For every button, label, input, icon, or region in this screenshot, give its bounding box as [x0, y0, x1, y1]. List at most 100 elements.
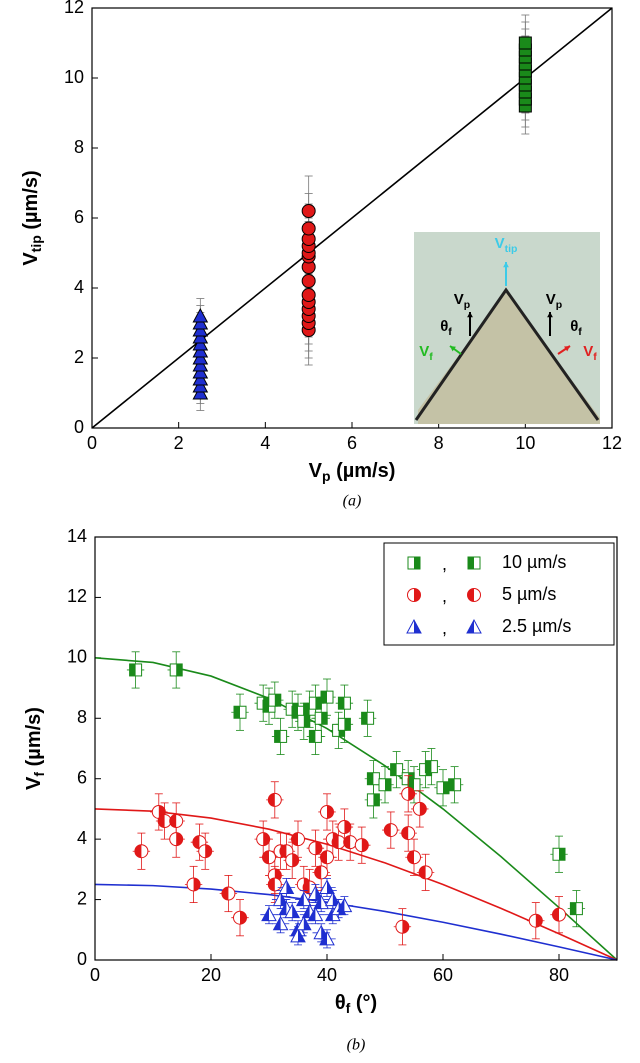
inset-solid	[418, 292, 600, 424]
marker	[569, 902, 583, 916]
marker	[528, 913, 543, 928]
marker-half	[414, 588, 421, 602]
y-tick-label: 0	[77, 949, 87, 969]
x-tick-label: 2	[174, 433, 184, 453]
marker-half	[320, 850, 327, 864]
marker	[272, 915, 289, 931]
marker-half	[407, 850, 414, 864]
marker-half	[234, 706, 240, 719]
marker	[518, 36, 532, 50]
inset-arrowhead	[564, 346, 570, 352]
marker	[401, 786, 416, 801]
marker-half	[291, 832, 298, 846]
marker-half	[314, 865, 322, 879]
x-tick-label: 80	[549, 965, 569, 985]
plot-frame	[91, 7, 613, 429]
marker-half	[303, 715, 310, 728]
marker	[406, 618, 422, 634]
marker	[401, 826, 416, 841]
marker	[198, 844, 213, 859]
x-axis-label: θf (°)	[335, 992, 377, 1015]
marker	[324, 891, 341, 907]
marker-half	[268, 793, 275, 807]
marker	[337, 717, 351, 731]
marker	[221, 886, 236, 901]
marker	[291, 832, 305, 847]
marker-half	[401, 826, 409, 840]
marker-half	[321, 712, 328, 725]
marker-half	[448, 778, 455, 791]
marker-half	[205, 844, 212, 858]
marker	[407, 556, 421, 570]
marker-half	[361, 712, 368, 725]
marker	[552, 847, 566, 861]
x-axis-label-base: θ	[335, 992, 346, 1014]
marker	[308, 841, 323, 856]
x-axis-label-base: V	[309, 460, 323, 482]
y-tick-label: 10	[64, 67, 84, 87]
marker-half	[552, 908, 559, 922]
fit-line	[94, 883, 618, 961]
marker-half	[315, 697, 322, 710]
marker-half	[315, 841, 322, 855]
inset-label-sub: tip	[505, 243, 518, 255]
inset-arrowhead	[467, 312, 473, 318]
marker	[448, 778, 462, 792]
marker-half	[268, 877, 275, 891]
inset-label-base: θ	[570, 318, 578, 335]
marker-half	[274, 694, 281, 707]
inset-label-sub: f	[578, 326, 582, 338]
y-tick-label: 6	[74, 207, 84, 227]
marker	[467, 556, 481, 570]
marker	[274, 729, 288, 743]
fit-line	[94, 808, 618, 961]
y-axis-label-unit: (µm/s)	[20, 170, 42, 235]
marker-half	[134, 844, 142, 858]
marker-half	[320, 931, 327, 945]
marker	[407, 588, 421, 602]
y-tick-label: 12	[64, 0, 84, 17]
marker-half	[337, 898, 345, 912]
marker	[268, 693, 282, 707]
marker-half	[292, 706, 298, 719]
marker-half	[321, 691, 327, 704]
marker	[390, 763, 404, 777]
marker	[319, 879, 335, 894]
inset-label: Vtip	[495, 235, 518, 255]
marker	[267, 792, 282, 807]
marker-half	[443, 781, 449, 794]
marker	[284, 903, 301, 919]
marker-half	[325, 907, 333, 921]
marker	[366, 772, 380, 786]
x-tick-label: 60	[433, 965, 453, 985]
inset-label-base: θ	[440, 318, 448, 335]
marker	[267, 877, 282, 892]
marker-half	[296, 892, 304, 906]
marker	[378, 778, 392, 792]
inset-label-base: V	[454, 291, 464, 308]
marker	[169, 814, 184, 829]
marker	[261, 906, 277, 922]
marker-half	[308, 907, 316, 921]
marker-half	[262, 907, 269, 921]
marker-half	[263, 700, 269, 713]
marker-half	[309, 730, 316, 743]
inset-label: Vp	[546, 291, 562, 311]
marker	[466, 618, 482, 634]
marker	[192, 307, 209, 323]
marker-half	[332, 835, 339, 849]
marker-outline	[192, 307, 209, 323]
y-axis-label-sub: tip	[28, 235, 44, 252]
marker-half	[169, 814, 177, 828]
plot-frame	[94, 536, 618, 961]
legend-box	[383, 542, 615, 646]
y-axis-label: Vtip (µm/s)	[20, 170, 43, 265]
inset-label-sub: f	[593, 351, 597, 363]
marker-half	[292, 904, 300, 918]
x-tick-label: 10	[515, 433, 535, 453]
marker	[337, 696, 351, 710]
legend-label: 2.5 µm/s	[502, 616, 571, 636]
x-axis-label-sub: f	[346, 1000, 351, 1016]
marker-half	[408, 778, 414, 791]
